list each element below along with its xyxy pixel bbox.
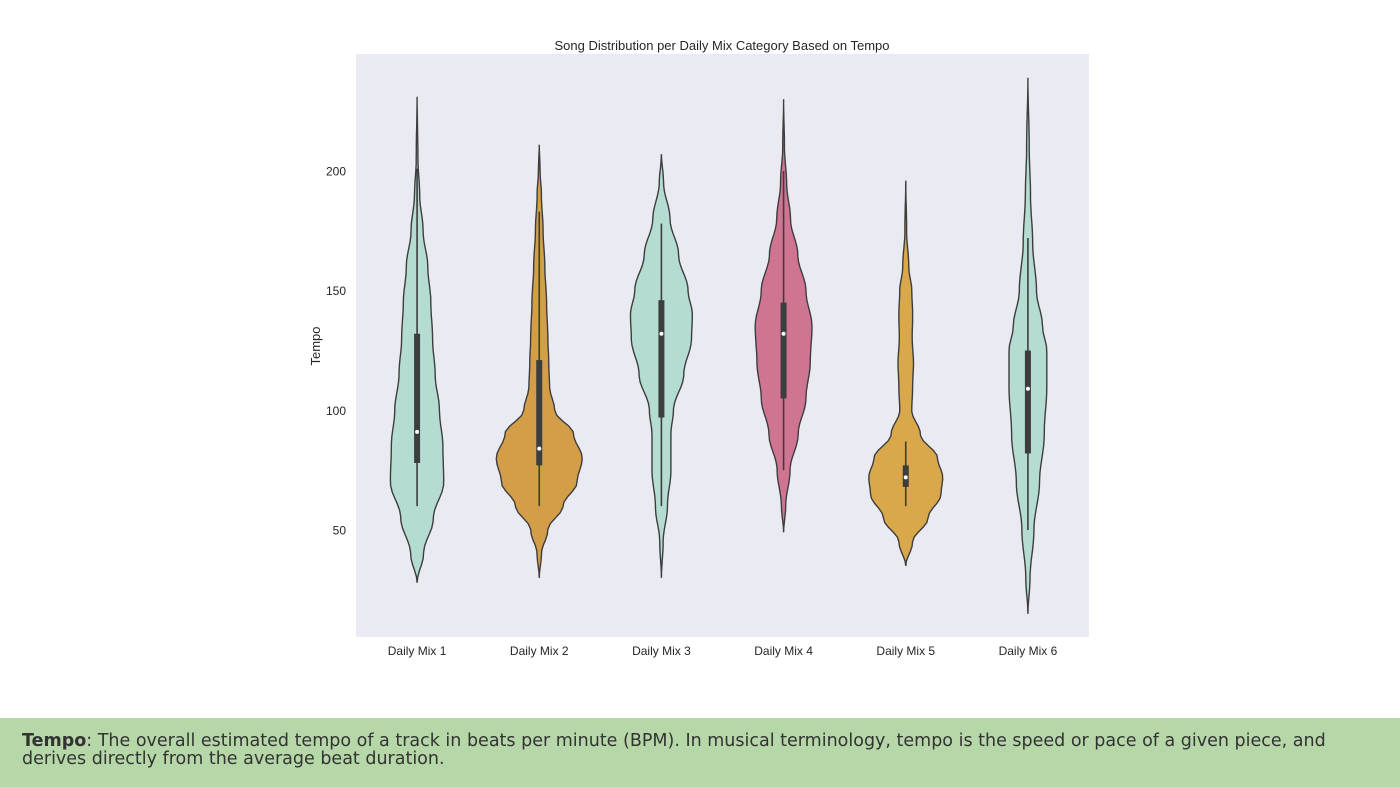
- violin-body: [868, 180, 944, 567]
- x-tick-label: Daily Mix 3: [632, 644, 691, 658]
- x-tick-label: Daily Mix 1: [388, 644, 447, 658]
- y-axis-ticks: 50 100 150 200: [326, 165, 346, 538]
- x-tick-label: Daily Mix 6: [999, 644, 1058, 658]
- violins: [389, 77, 1048, 614]
- x-tick-label: Daily Mix 5: [876, 644, 935, 658]
- violin-median: [903, 475, 908, 480]
- plot-area: [356, 54, 1089, 637]
- violin-iqr-box: [536, 360, 543, 466]
- violin-iqr-box: [1024, 350, 1031, 454]
- caption-text: : The overall estimated tempo of a track…: [22, 731, 1326, 769]
- y-tick-label: 50: [333, 524, 347, 538]
- violin-chart: Song Distribution per Daily Mix Category…: [308, 38, 1089, 658]
- violin-median: [1025, 386, 1030, 391]
- y-tick-label: 150: [326, 284, 346, 298]
- caption-bar: Tempo: The overall estimated tempo of a …: [0, 718, 1400, 787]
- y-axis-label: Tempo: [308, 326, 323, 365]
- violin-median: [415, 429, 420, 434]
- x-tick-label: Daily Mix 4: [754, 644, 813, 658]
- violin-iqr-box: [780, 302, 787, 399]
- x-axis-ticks: Daily Mix 1 Daily Mix 2 Daily Mix 3 Daily M…: [388, 644, 1058, 658]
- y-tick-label: 200: [326, 165, 346, 179]
- caption-term: Tempo: [22, 731, 87, 751]
- violin-median: [659, 331, 664, 336]
- x-tick-label: Daily Mix 2: [510, 644, 569, 658]
- violin-median: [537, 446, 542, 451]
- violin-median: [781, 331, 786, 336]
- chart-title: Song Distribution per Daily Mix Category…: [554, 38, 889, 53]
- y-tick-label: 100: [326, 404, 346, 418]
- violin-iqr-box: [414, 333, 421, 463]
- violin-iqr-box: [658, 300, 665, 418]
